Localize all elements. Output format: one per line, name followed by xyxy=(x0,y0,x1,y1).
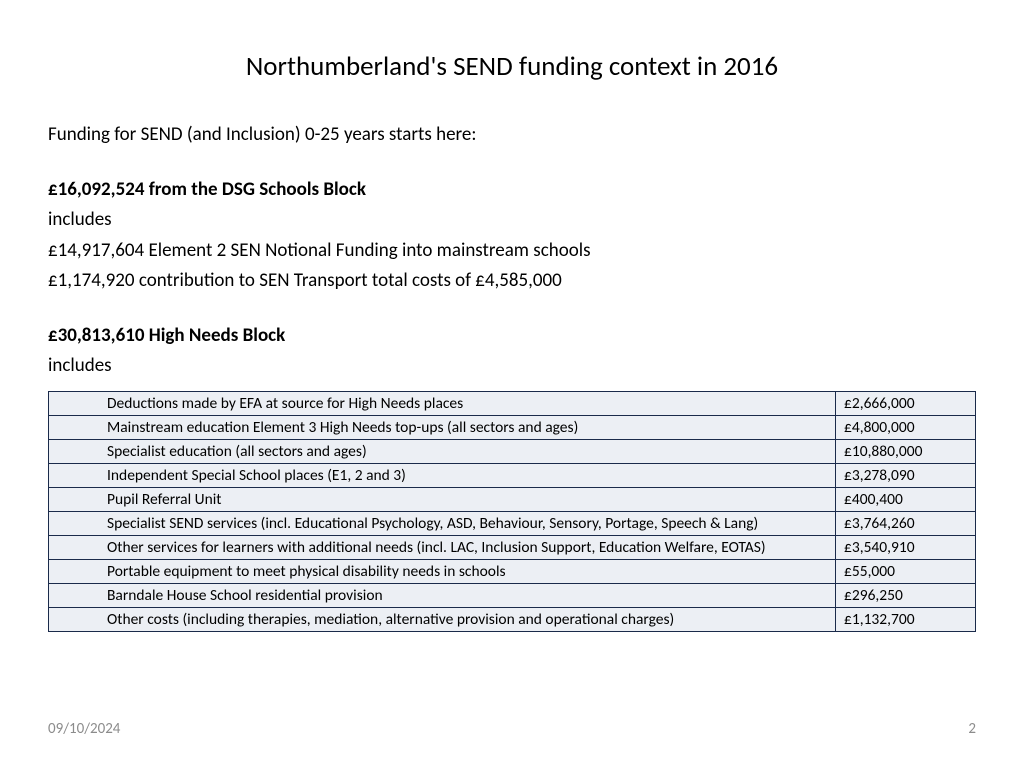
table-cell-label: Barndale House School residential provis… xyxy=(49,583,836,607)
dsg-block-line2: £1,174,920 contribution to SEN Transport… xyxy=(48,267,976,296)
footer-date: 09/10/2024 xyxy=(48,720,120,738)
page-title: Northumberland's SEND funding context in… xyxy=(48,50,976,83)
table-cell-label: Specialist education (all sectors and ag… xyxy=(49,439,836,463)
table-cell-amount: £55,000 xyxy=(836,559,976,583)
table-row: Other costs (including therapies, mediat… xyxy=(49,607,976,631)
table-cell-amount: £4,800,000 xyxy=(836,415,976,439)
high-needs-table: Deductions made by EFA at source for Hig… xyxy=(48,391,976,632)
table-cell-label: Specialist SEND services (incl. Educatio… xyxy=(49,511,836,535)
table-cell-label: Portable equipment to meet physical disa… xyxy=(49,559,836,583)
table-row: Pupil Referral Unit£400,400 xyxy=(49,487,976,511)
dsg-block-line1: £14,917,604 Element 2 SEN Notional Fundi… xyxy=(48,237,976,266)
table-cell-label: Mainstream education Element 3 High Need… xyxy=(49,415,836,439)
footer-page-number: 2 xyxy=(968,720,976,738)
table-cell-label: Pupil Referral Unit xyxy=(49,487,836,511)
high-needs-table-wrap: Deductions made by EFA at source for Hig… xyxy=(48,391,976,632)
table-cell-amount: £3,278,090 xyxy=(836,463,976,487)
table-row: Portable equipment to meet physical disa… xyxy=(49,559,976,583)
table-row: Other services for learners with additio… xyxy=(49,535,976,559)
table-cell-amount: £3,540,910 xyxy=(836,535,976,559)
slide-footer: 09/10/2024 2 xyxy=(48,720,976,738)
body-text: Funding for SEND (and Inclusion) 0-25 ye… xyxy=(48,121,976,381)
table-row: Specialist SEND services (incl. Educatio… xyxy=(49,511,976,535)
table-cell-amount: £3,764,260 xyxy=(836,511,976,535)
high-needs-includes: includes xyxy=(48,352,976,381)
intro-line: Funding for SEND (and Inclusion) 0-25 ye… xyxy=(48,121,976,150)
table-cell-label: Independent Special School places (E1, 2… xyxy=(49,463,836,487)
table-row: Specialist education (all sectors and ag… xyxy=(49,439,976,463)
table-row: Independent Special School places (E1, 2… xyxy=(49,463,976,487)
table-cell-label: Other services for learners with additio… xyxy=(49,535,836,559)
table-cell-label: Other costs (including therapies, mediat… xyxy=(49,607,836,631)
dsg-block-heading: £16,092,524 from the DSG Schools Block xyxy=(48,176,976,205)
table-row: Deductions made by EFA at source for Hig… xyxy=(49,391,976,415)
dsg-block-includes: includes xyxy=(48,206,976,235)
table-cell-amount: £1,132,700 xyxy=(836,607,976,631)
slide-content: Northumberland's SEND funding context in… xyxy=(0,0,1024,632)
table-row: Barndale House School residential provis… xyxy=(49,583,976,607)
table-cell-amount: £2,666,000 xyxy=(836,391,976,415)
table-cell-amount: £10,880,000 xyxy=(836,439,976,463)
table-row: Mainstream education Element 3 High Need… xyxy=(49,415,976,439)
table-cell-amount: £400,400 xyxy=(836,487,976,511)
high-needs-heading: £30,813,610 High Needs Block xyxy=(48,322,976,351)
table-cell-label: Deductions made by EFA at source for Hig… xyxy=(49,391,836,415)
table-cell-amount: £296,250 xyxy=(836,583,976,607)
